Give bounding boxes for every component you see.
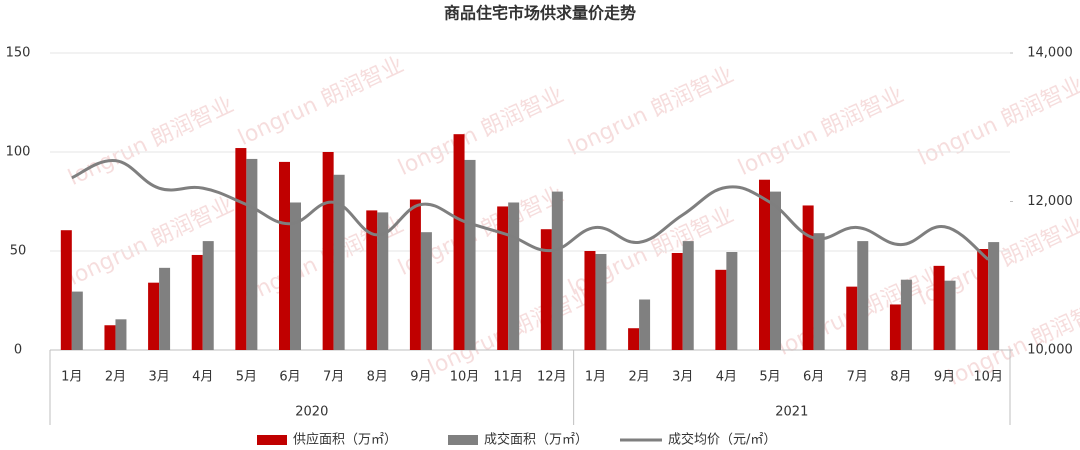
watermark: longrun 朗润智业 xyxy=(235,52,408,150)
x-group-label: 2021 xyxy=(775,405,808,420)
legend-label: 供应面积（万㎡） xyxy=(293,432,397,448)
x-tick-label: 8月 xyxy=(367,370,388,385)
bar xyxy=(333,174,345,350)
bar xyxy=(366,210,378,350)
bar xyxy=(104,325,116,350)
x-tick-label: 7月 xyxy=(323,370,344,385)
bar xyxy=(671,252,683,350)
x-tick-label: 9月 xyxy=(934,370,955,385)
y-tick-label: 50 xyxy=(10,244,27,259)
x-tick-label: 6月 xyxy=(279,370,300,385)
watermark: longrun 朗润智业 xyxy=(395,82,568,180)
bar xyxy=(60,230,72,350)
x-group-label: 2020 xyxy=(295,405,328,420)
bar xyxy=(857,241,869,350)
bar xyxy=(159,267,171,350)
bar xyxy=(148,282,160,350)
x-tick-label: 3月 xyxy=(148,370,169,385)
bar xyxy=(715,269,727,350)
x-tick-label: 4月 xyxy=(716,370,737,385)
y2-tick-label: 10,000 xyxy=(1027,343,1073,358)
bar xyxy=(900,279,912,350)
legend-swatch xyxy=(257,435,287,445)
bar xyxy=(191,254,203,350)
x-tick-label: 1月 xyxy=(61,370,82,385)
bar xyxy=(988,242,1000,350)
y2-tick-label: 12,000 xyxy=(1027,194,1073,209)
bar xyxy=(726,251,738,350)
bar xyxy=(115,319,127,350)
bar xyxy=(508,202,520,350)
bar xyxy=(453,134,465,350)
bar xyxy=(540,229,552,350)
x-tick-label: 11月 xyxy=(493,370,523,385)
bar xyxy=(639,299,651,350)
bar xyxy=(409,199,421,350)
bar xyxy=(628,328,640,350)
x-tick-label: 4月 xyxy=(192,370,213,385)
legend-label: 成交均价（元/㎡） xyxy=(668,432,776,448)
y-tick-label: 150 xyxy=(6,46,31,61)
bar xyxy=(551,191,563,350)
x-tick-label: 7月 xyxy=(847,370,868,385)
bar xyxy=(71,291,83,350)
bar xyxy=(944,280,956,350)
bar xyxy=(759,179,770,350)
x-tick-label: 12月 xyxy=(537,370,567,385)
x-tick-label: 10月 xyxy=(973,370,1003,385)
y-tick-label: 0 xyxy=(14,343,22,358)
bar xyxy=(682,241,694,350)
chart-title: 商品住宅市场供求量价走势 xyxy=(444,4,636,23)
bar xyxy=(279,161,290,350)
bar xyxy=(235,148,247,350)
bar xyxy=(933,265,945,350)
bar xyxy=(802,205,814,350)
bar xyxy=(770,191,781,350)
watermark: longrun 朗润智业 xyxy=(65,92,238,190)
legend-label: 成交面积（万㎡） xyxy=(484,432,588,448)
y-tick-label: 100 xyxy=(6,145,31,160)
x-tick-label: 6月 xyxy=(803,370,824,385)
x-tick-label: 8月 xyxy=(890,370,911,385)
bar xyxy=(246,158,258,350)
watermark: longrun 朗润智业 xyxy=(565,62,738,160)
bar xyxy=(846,286,858,350)
legend-swatch xyxy=(448,435,478,445)
watermark: longrun 朗润智业 xyxy=(915,72,1080,170)
x-tick-label: 5月 xyxy=(236,370,257,385)
bar xyxy=(464,159,476,350)
x-tick-label: 3月 xyxy=(672,370,693,385)
x-tick-label: 2月 xyxy=(105,370,126,385)
bar xyxy=(322,152,334,350)
bar xyxy=(420,232,432,350)
bar xyxy=(813,233,825,350)
bar xyxy=(584,251,596,350)
watermark: longrun 朗润智业 xyxy=(735,82,908,180)
bar xyxy=(595,253,607,350)
bar xyxy=(977,249,989,350)
bar xyxy=(290,202,301,350)
x-tick-label: 2月 xyxy=(628,370,649,385)
x-tick-label: 1月 xyxy=(585,370,606,385)
bar xyxy=(377,212,389,350)
x-tick-label: 10月 xyxy=(450,370,480,385)
bar xyxy=(889,304,901,350)
line xyxy=(71,159,990,261)
bar xyxy=(202,241,214,350)
x-tick-label: 9月 xyxy=(410,370,431,385)
x-tick-label: 5月 xyxy=(759,370,780,385)
bar xyxy=(497,206,509,350)
y2-tick-label: 14,000 xyxy=(1027,46,1073,61)
